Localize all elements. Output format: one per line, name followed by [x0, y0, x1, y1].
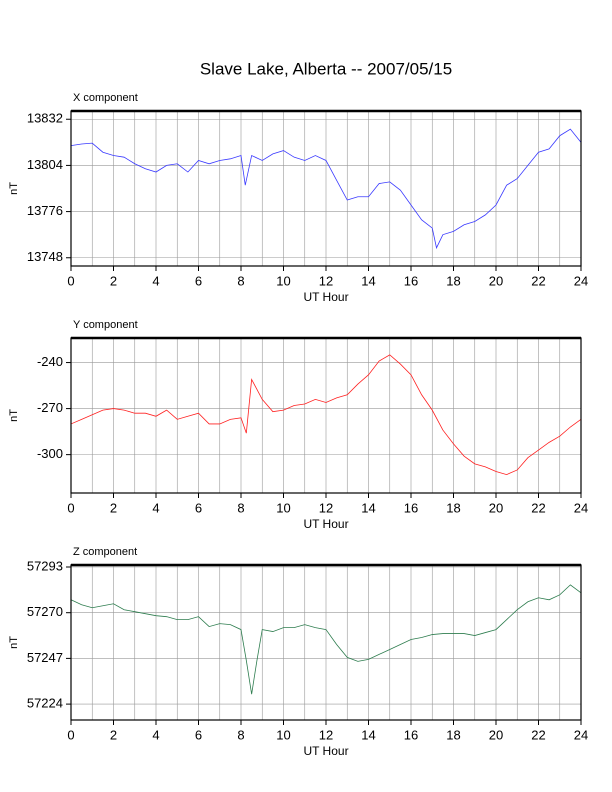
y-tick-label: 57270: [27, 604, 63, 619]
x-tick-label: 8: [237, 727, 244, 742]
data-line: [70, 354, 582, 476]
y-tick-label: -270: [37, 400, 63, 415]
x-tick-label: 4: [152, 727, 159, 742]
y-tick-label: 57224: [27, 696, 63, 711]
y-tick-label: 13748: [27, 249, 63, 264]
x-tick-label: 12: [319, 727, 333, 742]
x-tick-label: 0: [67, 727, 74, 742]
x-tick-label: 20: [489, 500, 503, 515]
y-axis-label: nT: [8, 636, 20, 649]
x-tick-label: 22: [531, 727, 545, 742]
x-tick-label: 2: [110, 500, 117, 515]
x-tick-label: 24: [574, 500, 588, 515]
x-tick-label: 16: [404, 500, 418, 515]
x-tick-label: 16: [404, 727, 418, 742]
y-axis-label: nT: [8, 409, 20, 422]
x-tick-label: 0: [67, 273, 74, 288]
x-axis-label: UT Hour: [303, 517, 348, 531]
x-tick-label: 16: [404, 273, 418, 288]
x-tick-label: 14: [361, 727, 375, 742]
x-tick-label: 18: [446, 273, 460, 288]
x-tick-label: 4: [152, 500, 159, 515]
x-tick-label: 12: [319, 273, 333, 288]
data-line: [70, 128, 582, 250]
x-axis-label: UT Hour: [303, 290, 348, 304]
x-tick-label: 6: [195, 500, 202, 515]
x-tick-label: 10: [276, 500, 290, 515]
x-tick-label: 14: [361, 500, 375, 515]
x-tick-label: 0: [67, 500, 74, 515]
y-tick-label: 57293: [27, 558, 63, 573]
panel-title: X component: [73, 92, 138, 104]
x-tick-label: 2: [110, 273, 117, 288]
x-tick-label: 6: [195, 273, 202, 288]
x-tick-label: 20: [489, 727, 503, 742]
x-tick-label: 6: [195, 727, 202, 742]
x-tick-label: 14: [361, 273, 375, 288]
x-tick-label: 10: [276, 273, 290, 288]
x-tick-label: 22: [531, 273, 545, 288]
x-tick-label: 8: [237, 273, 244, 288]
panel-title: Z component: [73, 546, 137, 558]
x-tick-label: 18: [446, 500, 460, 515]
y-tick-label: -240: [37, 354, 63, 369]
y-tick-label: -300: [37, 446, 63, 461]
x-tick-label: 2: [110, 727, 117, 742]
y-tick-label: 57247: [27, 650, 63, 665]
data-line: [70, 584, 582, 695]
y-tick-label: 13804: [27, 157, 63, 172]
x-tick-label: 8: [237, 500, 244, 515]
y-tick-label: 13832: [27, 111, 63, 126]
x-tick-label: 12: [319, 500, 333, 515]
x-tick-label: 20: [489, 273, 503, 288]
x-axis-label: UT Hour: [303, 744, 348, 758]
y-tick-label: 13776: [27, 203, 63, 218]
x-tick-label: 10: [276, 727, 290, 742]
x-tick-label: 4: [152, 273, 159, 288]
panel-title: Y component: [73, 319, 138, 331]
x-tick-label: 18: [446, 727, 460, 742]
figure-title: Slave Lake, Alberta -- 2007/05/15: [200, 59, 452, 78]
x-tick-label: 24: [574, 273, 588, 288]
x-tick-label: 24: [574, 727, 588, 742]
y-axis-label: nT: [8, 182, 20, 195]
x-tick-label: 22: [531, 500, 545, 515]
